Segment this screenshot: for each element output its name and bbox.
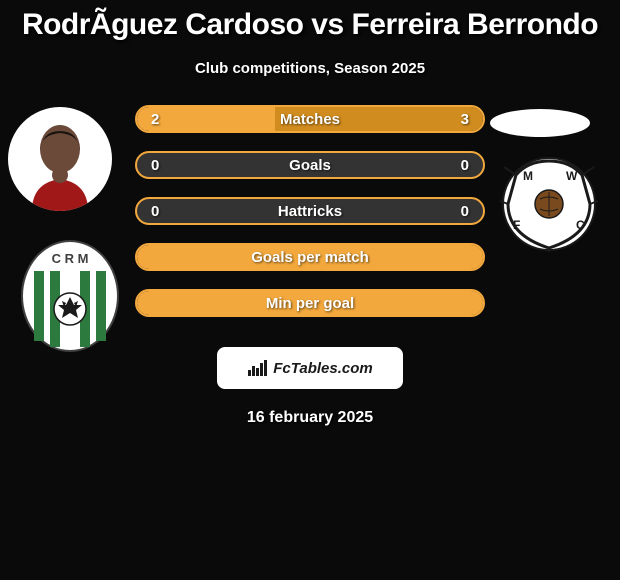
comparison-infographic: RodrÃ­guez Cardoso vs Ferreira Berrondo …: [0, 0, 620, 580]
player-left-photo: [8, 107, 112, 211]
stat-row: 00Goals: [135, 151, 485, 179]
stat-row: 00Hattricks: [135, 197, 485, 225]
shield-mwfc-icon: M W F C: [498, 157, 600, 252]
player-right-oval: [490, 109, 590, 137]
main-area: C R M M W F C: [0, 105, 620, 317]
shield-crm-icon: C R M: [20, 239, 120, 354]
stat-label: Goals: [137, 157, 483, 174]
svg-text:C R M: C R M: [52, 251, 89, 266]
brand-badge: FcTables.com: [217, 347, 403, 389]
brand-text: FcTables.com: [273, 360, 372, 377]
stat-label: Min per goal: [137, 295, 483, 312]
club-badge-left: C R M: [20, 239, 120, 354]
svg-text:C: C: [576, 218, 585, 232]
stats-list: 23Matches 00Goals 00Hattricks Goals per mat…: [135, 105, 485, 317]
stat-label: Hattricks: [137, 203, 483, 220]
svg-text:W: W: [566, 169, 578, 183]
club-badge-right: M W F C: [498, 157, 600, 252]
stat-row: 23Matches: [135, 105, 485, 133]
stat-label: Matches: [137, 111, 483, 128]
person-icon: [20, 121, 100, 211]
bars-icon: [247, 359, 269, 377]
page-title: RodrÃ­guez Cardoso vs Ferreira Berrondo: [0, 0, 620, 42]
stat-row: Goals per match: [135, 243, 485, 271]
svg-text:F: F: [513, 218, 520, 232]
date-text: 16 february 2025: [0, 409, 620, 427]
svg-text:M: M: [523, 169, 533, 183]
stat-row: Min per goal: [135, 289, 485, 317]
stat-label: Goals per match: [137, 249, 483, 266]
subtitle: Club competitions, Season 2025: [0, 60, 620, 77]
